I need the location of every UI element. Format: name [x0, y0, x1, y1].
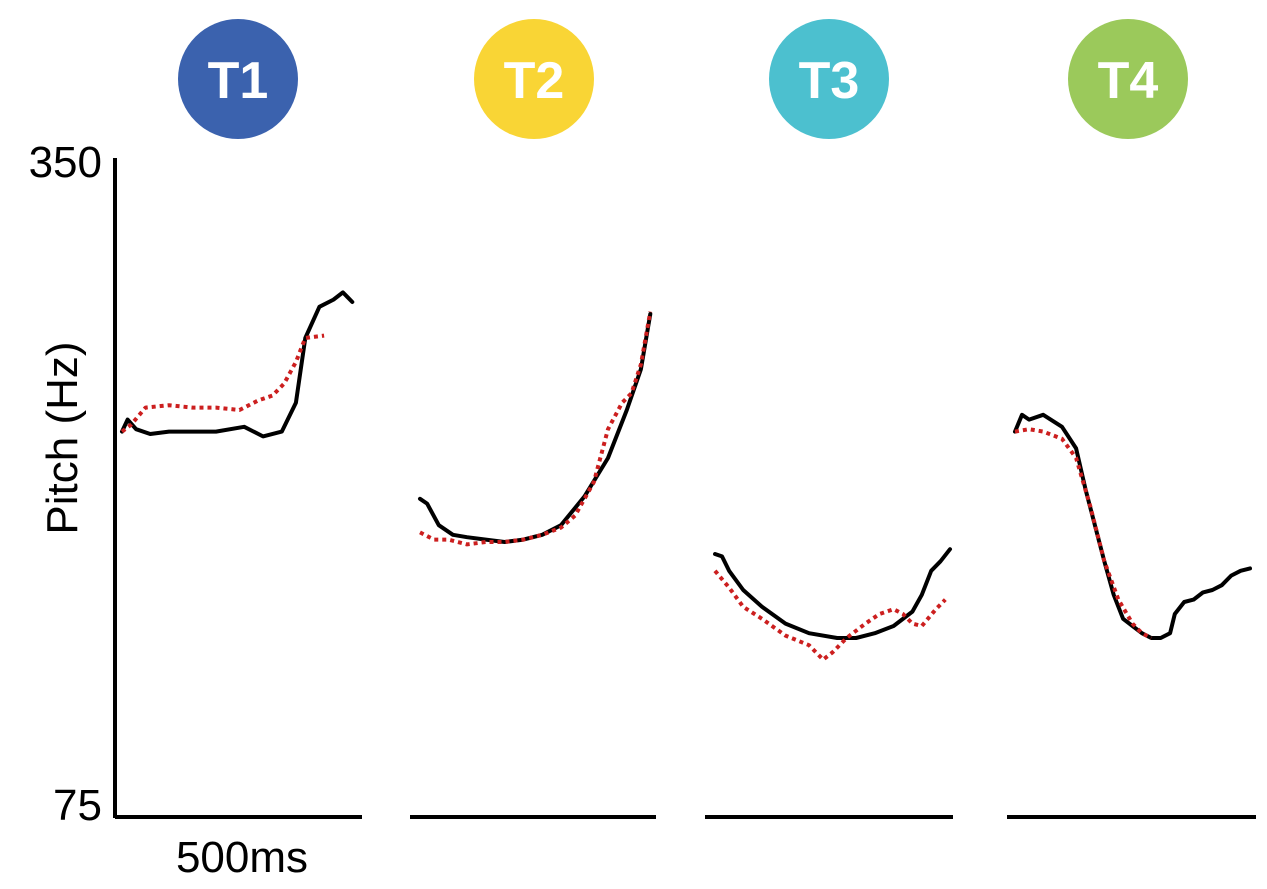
tone-badge-circle-t2 [474, 19, 594, 139]
t3-dotted-contour [713, 569, 947, 662]
tone-badge-label-t2: T2 [504, 52, 565, 110]
tone-badge-circle-t4 [1068, 19, 1188, 139]
tone-badge-label-t4: T4 [1098, 52, 1159, 110]
axes: 350 75 Pitch (Hz) 500ms [29, 138, 308, 882]
t2-dotted-contour [419, 311, 653, 547]
tone-badge-circle-t3 [769, 19, 889, 139]
tone-badge-t2: T2 [474, 19, 594, 139]
t1-dotted-contour [120, 333, 325, 434]
y-axis-label: Pitch (Hz) [38, 341, 87, 534]
tone-badge-t1: T1 [178, 19, 298, 139]
t2-solid-contour [418, 312, 653, 544]
t1-solid-contour [120, 290, 355, 439]
t4-solid-contour [1013, 412, 1252, 640]
y-tick-label-min: 75 [53, 781, 102, 830]
tone-badge-label-t3: T3 [799, 52, 860, 110]
t4-dotted-contour [1014, 427, 1153, 640]
tone-badge-t3: T3 [769, 19, 889, 139]
tone-badges: T1 T2 T3 T4 [178, 19, 1188, 139]
t3-solid-contour [713, 547, 952, 640]
y-tick-label-max: 350 [29, 138, 102, 187]
tone-badge-t4: T4 [1068, 19, 1188, 139]
tone-badge-label-t1: T1 [208, 52, 269, 110]
pitch-curves [120, 290, 1252, 662]
time-scale-label: 500ms [176, 833, 308, 882]
tone-badge-circle-t1 [178, 19, 298, 139]
